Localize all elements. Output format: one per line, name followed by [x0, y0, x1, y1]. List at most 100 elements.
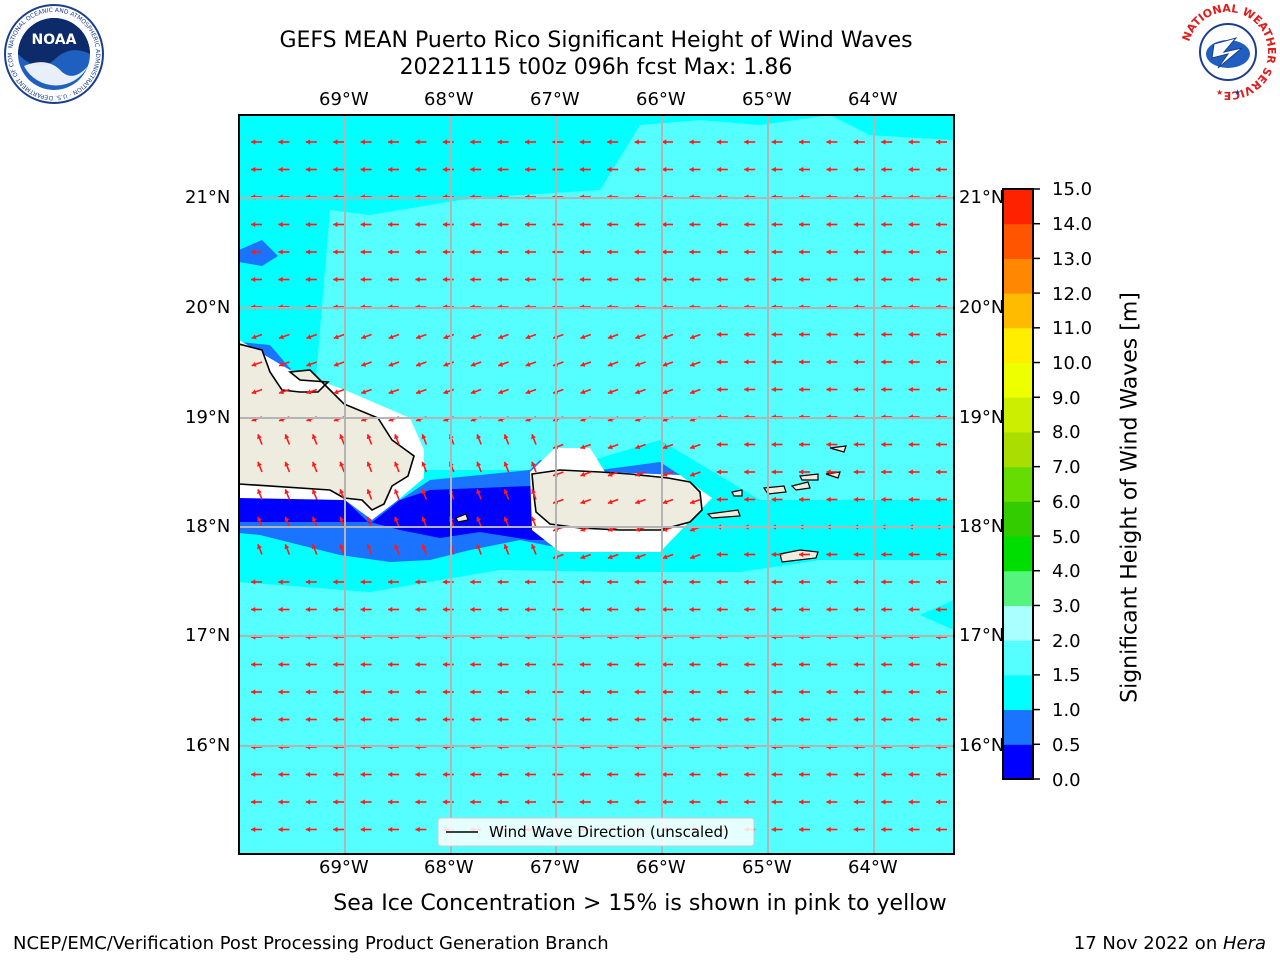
wave-direction-arrowhead: [257, 434, 262, 440]
lon-label-top: 68°W: [424, 89, 474, 110]
wave-direction-arrowhead: [936, 469, 941, 475]
wave-direction-arrowhead: [525, 689, 530, 695]
wave-direction-arrowhead: [531, 434, 536, 440]
wave-direction-arrowhead: [690, 361, 695, 367]
st-thomas-island: [762, 485, 787, 495]
wave-direction-arrowhead: [853, 249, 859, 255]
wave-direction-arrowhead: [311, 434, 317, 440]
st-croix-island: [779, 549, 819, 563]
wave-direction-arrowhead: [607, 249, 612, 255]
wave-direction-arrowhead: [662, 554, 668, 560]
wave-direction-arrowhead: [306, 361, 312, 367]
wave-direction-arrowhead: [908, 551, 913, 558]
colorbar-segment: [1003, 605, 1033, 641]
wave-direction-arrowhead: [853, 221, 859, 228]
wave-direction-arrowhead: [799, 359, 804, 365]
nws-logo: NATIONAL WEATHER SERVICE ★ ★: [1179, 2, 1278, 102]
colorbar-segment: [1003, 570, 1033, 606]
wave-direction-arrowhead: [394, 489, 399, 495]
wave-direction-arrowhead: [388, 799, 393, 805]
wave-direction-arrowhead: [716, 249, 722, 255]
wave-direction-arrowhead: [826, 716, 831, 723]
wave-direction-arrowhead: [881, 771, 886, 778]
wave-direction-arrowhead: [333, 716, 338, 723]
wave-direction-arrowhead: [690, 334, 695, 340]
wave-direction-arrowhead: [580, 416, 586, 422]
wave-direction-arrowhead: [442, 249, 448, 255]
wave-direction-arrowhead: [416, 361, 421, 367]
wave-direction-arrowhead: [936, 496, 941, 503]
host-text: Hera: [1222, 933, 1266, 954]
wave-direction-arrowhead: [525, 716, 530, 723]
wave-direction-arrowhead: [333, 361, 339, 367]
wave-direction-arrowhead: [278, 854, 282, 859]
wave-direction-arrowhead: [936, 771, 941, 778]
wave-direction-arrowhead: [257, 516, 262, 522]
wave-direction-arrowhead: [278, 166, 283, 173]
wave-direction-arrowhead: [442, 139, 448, 145]
wave-direction-arrowhead: [607, 799, 612, 805]
wave-direction-arrowhead: [360, 689, 365, 695]
wave-direction-arrowhead: [853, 276, 859, 283]
wave-direction-arrowhead: [662, 416, 668, 422]
wave-direction-arrowhead: [470, 606, 475, 613]
wave-direction-arrowhead: [908, 716, 913, 723]
wave-direction-arrowhead: [853, 469, 859, 475]
wave-direction-arrowhead: [415, 661, 420, 668]
wave-direction-arrowhead: [388, 166, 393, 173]
wave-direction-arrowhead: [826, 249, 831, 255]
anegada-island: [829, 445, 847, 453]
wave-direction-arrowhead: [607, 554, 613, 560]
wave-direction-arrowhead: [360, 221, 365, 228]
wave-direction-arrowhead: [634, 276, 639, 283]
wave-direction-arrowhead: [771, 386, 776, 393]
wave-direction-arrowhead: [305, 661, 311, 668]
wave-direction-arrowhead: [662, 799, 667, 805]
wave-direction-arrowhead: [579, 661, 585, 668]
map-grid: [239, 115, 954, 854]
wave-direction-arrowhead: [634, 799, 639, 805]
lat-label-right: 21°N: [959, 187, 1005, 208]
legend-box: [437, 817, 755, 847]
wave-direction-arrowhead: [690, 499, 695, 505]
wave-direction-arrowhead: [689, 689, 694, 695]
wave-direction-arrowhead: [662, 606, 667, 613]
st-john-island: [790, 481, 811, 491]
wave-direction-arrowhead: [881, 249, 886, 255]
wave-direction-arrowhead: [498, 854, 502, 859]
wave-direction-arrowhead: [388, 854, 392, 859]
wave-direction-arrowhead: [826, 606, 831, 613]
wave-direction-arrowhead: [744, 771, 749, 778]
wave-direction-arrowhead: [908, 441, 913, 448]
wave-direction-arrowhead: [690, 526, 695, 532]
wave-direction-arrowhead: [908, 276, 913, 283]
mona-island: [455, 513, 469, 523]
wave-direction-arrowhead: [366, 516, 372, 522]
wave-direction-arrowhead: [580, 444, 586, 450]
wave-direction-arrowhead: [339, 489, 345, 495]
wave-direction-arrowhead: [579, 606, 585, 613]
wave-direction-arrowhead: [525, 249, 530, 255]
wave-direction-arrowhead: [333, 771, 338, 778]
wave-direction-arrowhead: [744, 799, 749, 805]
colorbar-segment: [1003, 466, 1033, 502]
wave-direction-arrowhead: [771, 331, 776, 338]
wave-direction-arrowhead: [470, 276, 475, 283]
wave-direction-arrowhead: [251, 606, 256, 613]
wave-direction-arrowhead: [388, 276, 393, 283]
wave-direction-arrowhead: [470, 334, 476, 340]
wave-direction-arrowhead: [333, 661, 338, 668]
wave-direction-arrowhead: [689, 579, 694, 585]
wave-direction-arrowhead: [421, 461, 427, 467]
wave-direction-arrowhead: [503, 516, 509, 522]
wave-direction-arrowhead: [799, 854, 803, 859]
wave-direction-arrowhead: [278, 579, 283, 585]
wave-direction-arrowhead: [339, 544, 345, 550]
wave-direction-arrowhead: [525, 166, 530, 173]
wave-direction-arrowhead: [476, 489, 482, 495]
wave-direction-arrowhead: [716, 276, 722, 283]
colorbar-segment: [1003, 674, 1033, 711]
wave-direction-arrowhead: [366, 434, 372, 440]
wave-direction-arrowhead: [826, 441, 831, 448]
wave-direction-arrowhead: [333, 579, 338, 585]
